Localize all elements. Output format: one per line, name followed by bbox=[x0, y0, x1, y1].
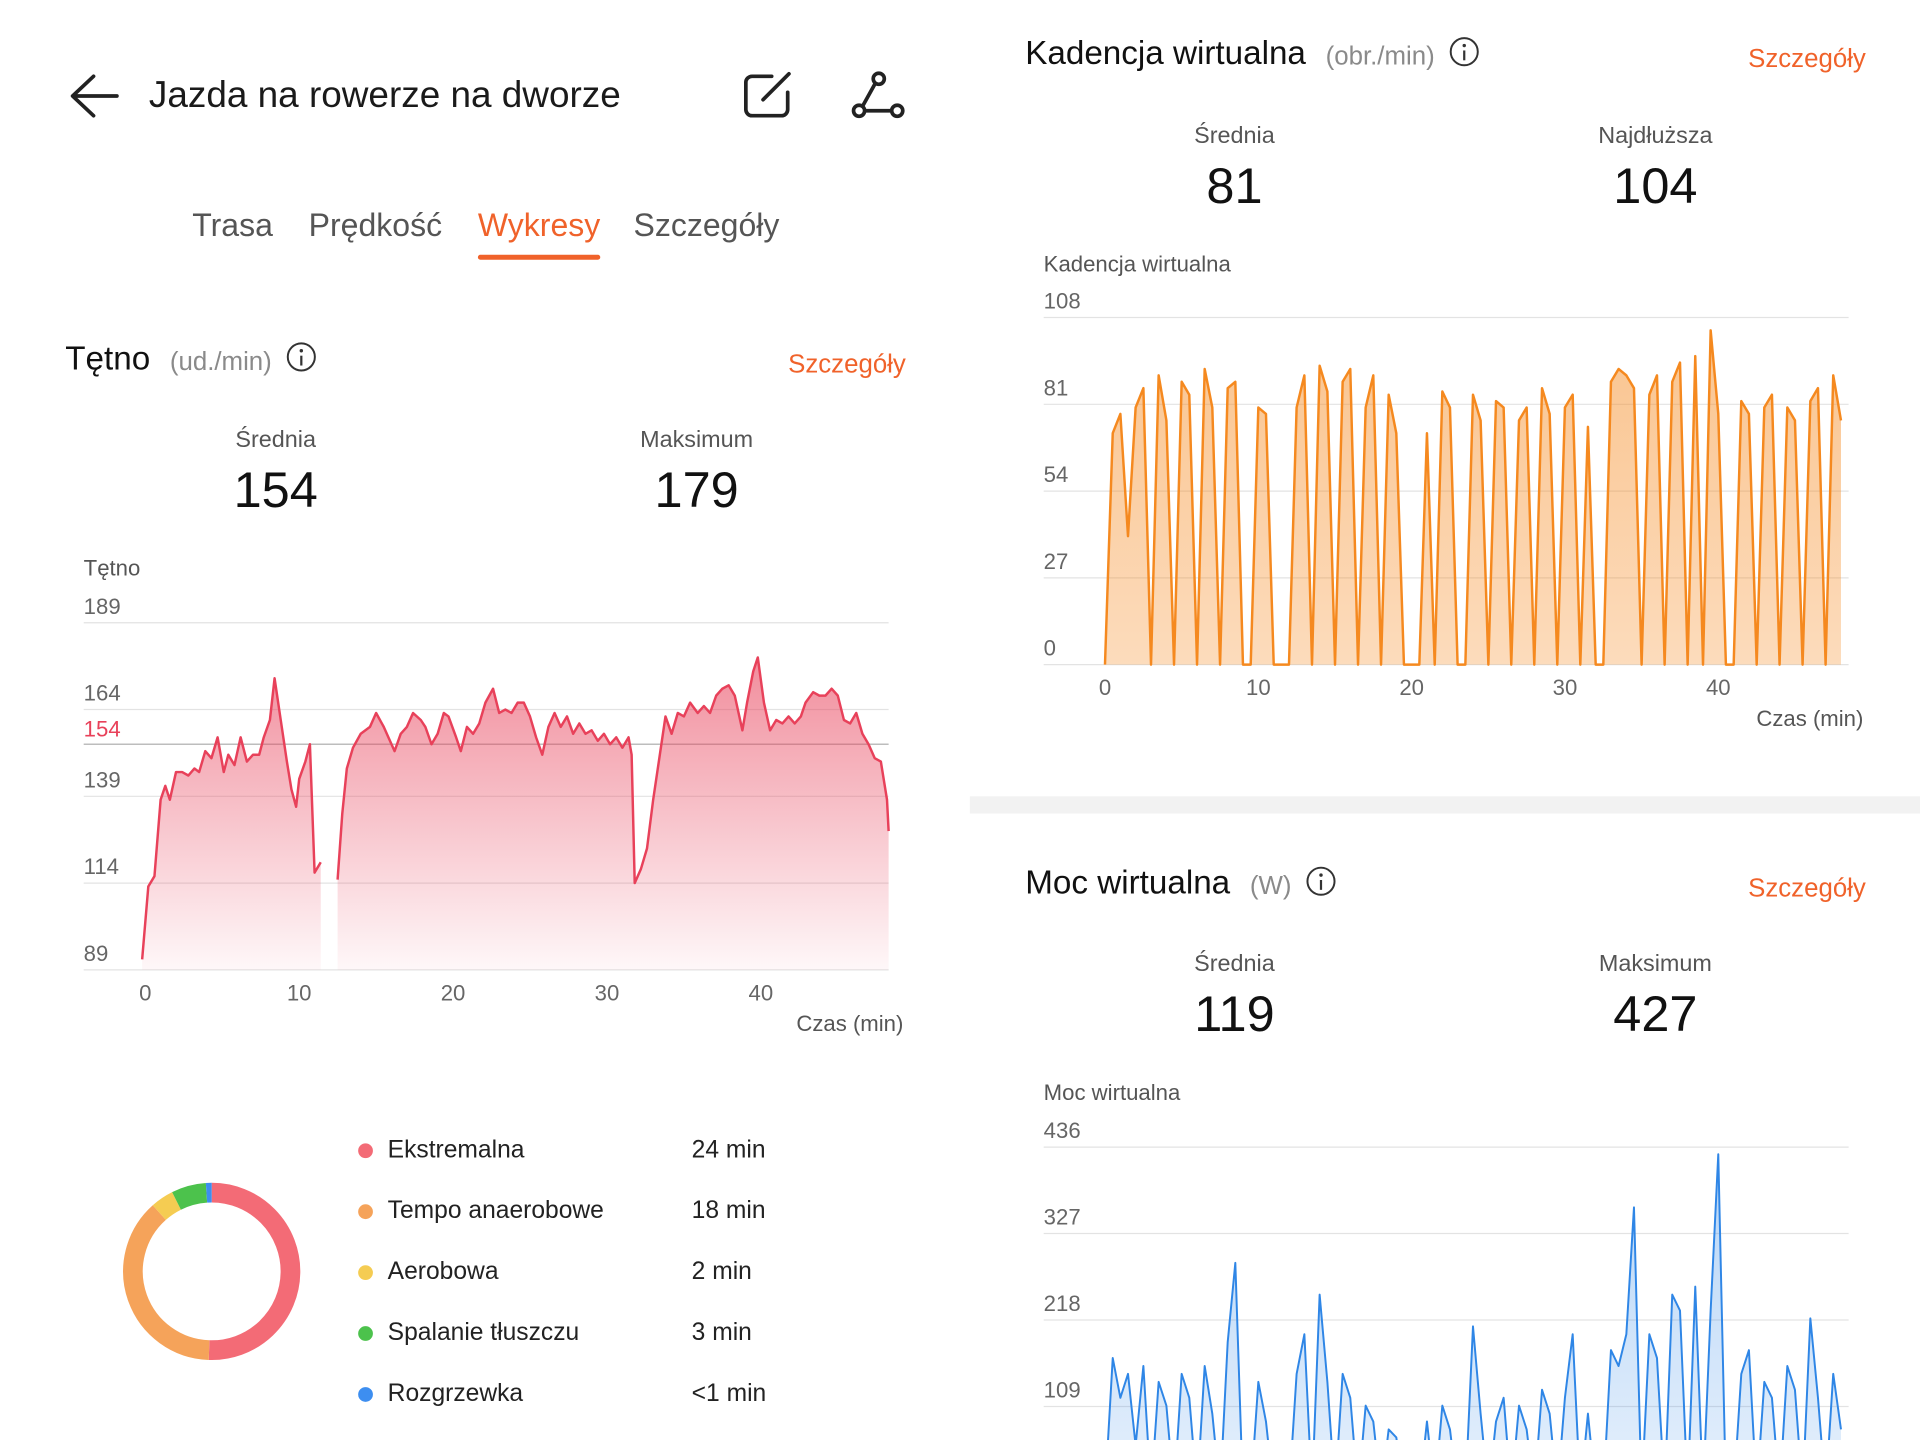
info-icon-ring bbox=[1449, 37, 1479, 67]
y-tick-label: 189 bbox=[84, 594, 121, 619]
stat-value: 81 bbox=[1206, 157, 1262, 214]
x-tick-label: 10 bbox=[287, 980, 312, 1005]
x-tick-label: 0 bbox=[139, 980, 151, 1005]
info-icon-dot bbox=[1319, 873, 1323, 877]
zone-duration: 18 min bbox=[692, 1197, 766, 1224]
details-link[interactable]: Szczegóły bbox=[1748, 45, 1866, 73]
legend-swatch bbox=[358, 1326, 373, 1341]
info-button[interactable] bbox=[1449, 37, 1479, 67]
info-icon-ring bbox=[1306, 866, 1336, 896]
details-link[interactable]: Szczegóły bbox=[788, 350, 906, 378]
data-line bbox=[140, 656, 890, 960]
back-button[interactable] bbox=[70, 74, 119, 118]
info-icon-dot bbox=[1462, 43, 1466, 48]
x-tick-label: 30 bbox=[1553, 675, 1578, 700]
x-tick-label: 20 bbox=[1399, 675, 1424, 700]
tab[interactable]: Szczegóły bbox=[634, 207, 780, 243]
x-tick-label: 40 bbox=[749, 980, 774, 1005]
stat-value: 119 bbox=[1194, 985, 1274, 1042]
stat-label: Najdłuższa bbox=[1598, 122, 1712, 148]
info-button[interactable] bbox=[1306, 866, 1336, 896]
chart-axis-title: Kadencja wirtualna bbox=[1044, 252, 1232, 277]
legend-swatch bbox=[358, 1204, 373, 1220]
y-tick-label: 0 bbox=[1044, 636, 1056, 661]
y-tick-label: 436 bbox=[1044, 1118, 1081, 1143]
y-tick-label: 108 bbox=[1044, 289, 1081, 314]
stat-label: Średnia bbox=[1194, 949, 1275, 976]
y-tick-label: 164 bbox=[84, 681, 121, 706]
legend-label: Aerobowa bbox=[388, 1258, 499, 1285]
zone-arc bbox=[208, 1182, 301, 1360]
tab[interactable]: Trasa bbox=[192, 207, 273, 243]
y-tick-label: 139 bbox=[84, 767, 121, 792]
info-button[interactable] bbox=[286, 342, 316, 372]
section-separator bbox=[969, 796, 1920, 814]
stat-label: Średnia bbox=[235, 425, 316, 452]
x-tick-label: 30 bbox=[595, 980, 620, 1005]
y-tick-label: 27 bbox=[1044, 549, 1069, 574]
stat-label: Średnia bbox=[1194, 121, 1275, 148]
zone-duration: 24 min bbox=[692, 1136, 766, 1163]
legend-swatch bbox=[358, 1387, 373, 1402]
x-axis-label: Czas (min) bbox=[1756, 706, 1863, 731]
zone-arc bbox=[172, 1182, 208, 1210]
legend-label: Ekstremalna bbox=[388, 1136, 525, 1163]
x-axis-label: Czas (min) bbox=[796, 1011, 903, 1036]
x-tick-label: 40 bbox=[1706, 675, 1731, 700]
legend-label: Tempo anaerobowe bbox=[388, 1197, 604, 1224]
zone-duration: 2 min bbox=[692, 1258, 752, 1285]
tab[interactable]: Prędkość bbox=[309, 207, 442, 243]
legend-label: Rozgrzewka bbox=[388, 1380, 524, 1407]
stat-value: 104 bbox=[1613, 157, 1697, 214]
stat-value: 427 bbox=[1613, 985, 1697, 1042]
y-tick-label: 54 bbox=[1044, 462, 1069, 487]
section-title: Tętno bbox=[65, 340, 150, 377]
average-label: 154 bbox=[84, 717, 121, 742]
activity-title: Jazda na rowerze na dworze bbox=[149, 74, 621, 115]
data-line bbox=[1107, 1153, 1842, 1440]
unit: (ud./min) bbox=[170, 348, 272, 376]
zone-duration: 3 min bbox=[692, 1319, 752, 1346]
stat-value: 154 bbox=[234, 461, 318, 518]
y-tick-label: 327 bbox=[1044, 1205, 1081, 1230]
details-link[interactable]: Szczegóły bbox=[1748, 875, 1866, 903]
zone-arc bbox=[152, 1192, 182, 1221]
chart-axis-title: Moc wirtualna bbox=[1044, 1080, 1181, 1105]
route-button[interactable] bbox=[851, 71, 905, 119]
unit: (obr./min) bbox=[1326, 43, 1435, 71]
zone-duration: <1 min bbox=[692, 1380, 767, 1407]
info-icon-dot bbox=[299, 349, 304, 353]
edit-button[interactable] bbox=[744, 72, 791, 118]
stat-label: Maksimum bbox=[1599, 950, 1712, 976]
unit: (W) bbox=[1250, 872, 1292, 900]
tab[interactable]: Wykresy bbox=[478, 207, 600, 243]
data-line bbox=[1103, 329, 1843, 666]
chart-axis-title: Tętno bbox=[84, 556, 141, 581]
y-tick-label: 218 bbox=[1044, 1291, 1081, 1316]
section-title: Moc wirtualna bbox=[1025, 865, 1230, 902]
x-tick-label: 20 bbox=[441, 980, 466, 1005]
tab-underline bbox=[477, 254, 601, 260]
x-tick-label: 10 bbox=[1246, 675, 1271, 700]
legend-swatch bbox=[358, 1143, 373, 1159]
y-tick-label: 109 bbox=[1044, 1378, 1081, 1403]
area-fill bbox=[142, 657, 889, 970]
y-tick-label: 81 bbox=[1044, 375, 1069, 400]
legend-swatch bbox=[358, 1265, 373, 1280]
area-fill bbox=[1108, 1154, 1841, 1440]
x-tick-label: 0 bbox=[1099, 675, 1111, 700]
stat-label: Maksimum bbox=[640, 426, 753, 452]
y-tick-label: 89 bbox=[84, 941, 109, 966]
legend-label: Spalanie tłuszczu bbox=[388, 1319, 580, 1346]
zone-arc bbox=[123, 1205, 210, 1360]
section-title: Kadencja wirtualna bbox=[1025, 35, 1306, 72]
y-tick-label: 114 bbox=[84, 854, 119, 879]
info-icon-ring bbox=[286, 342, 316, 372]
stat-value: 179 bbox=[655, 461, 739, 518]
